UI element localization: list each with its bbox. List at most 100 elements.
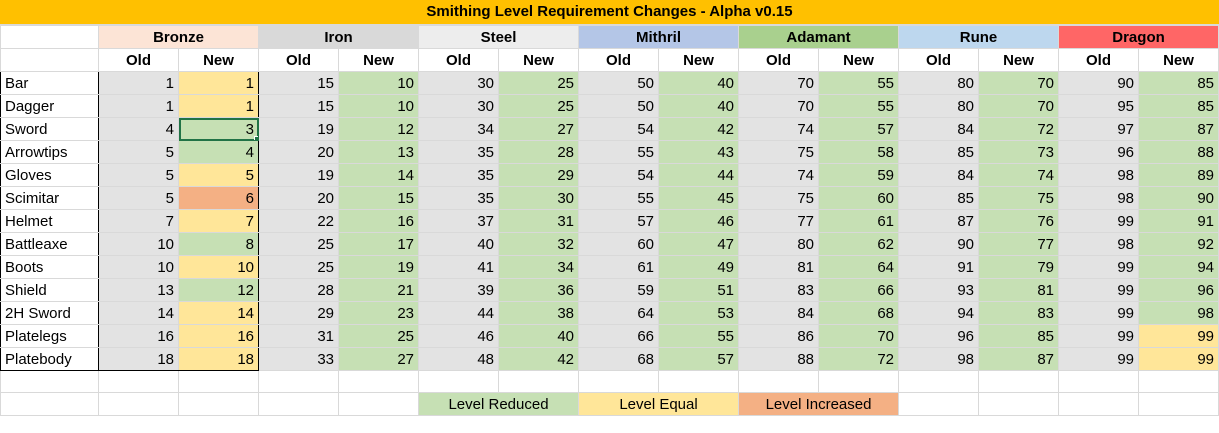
new-level-cell[interactable]: 73 — [978, 140, 1060, 164]
old-level-cell[interactable]: 5 — [98, 163, 179, 187]
old-level-cell[interactable]: 75 — [738, 140, 820, 164]
old-level-cell[interactable]: 75 — [738, 186, 820, 210]
new-level-cell[interactable]: 1 — [178, 71, 259, 95]
item-name-cell[interactable]: 2H Sword — [0, 301, 99, 325]
old-level-cell[interactable]: 97 — [1058, 117, 1140, 141]
new-header[interactable]: New — [497, 48, 580, 72]
new-level-cell[interactable]: 42 — [658, 117, 740, 141]
old-level-cell[interactable]: 50 — [578, 71, 660, 95]
old-level-cell[interactable]: 99 — [1058, 209, 1140, 233]
new-level-cell[interactable]: 87 — [1138, 117, 1219, 141]
empty-cell[interactable] — [0, 370, 99, 393]
new-level-cell[interactable]: 53 — [658, 301, 740, 325]
empty-cell[interactable] — [497, 370, 580, 393]
new-level-cell[interactable]: 4 — [178, 140, 259, 164]
old-level-cell[interactable]: 5 — [98, 140, 179, 164]
legend-level-reduced[interactable]: Level Reduced — [417, 392, 580, 416]
empty-cell[interactable] — [0, 48, 99, 72]
new-level-cell[interactable]: 25 — [497, 71, 580, 95]
new-level-cell[interactable]: 15 — [338, 186, 419, 210]
new-level-cell[interactable]: 1 — [178, 94, 259, 118]
empty-cell[interactable] — [658, 370, 740, 393]
old-level-cell[interactable]: 59 — [578, 278, 660, 302]
new-header[interactable]: New — [818, 48, 900, 72]
old-header[interactable]: Old — [258, 48, 339, 72]
old-level-cell[interactable]: 98 — [1058, 163, 1140, 187]
empty-cell[interactable] — [1138, 370, 1219, 393]
old-level-cell[interactable]: 86 — [738, 324, 820, 348]
new-level-cell[interactable]: 18 — [178, 347, 259, 371]
new-level-cell[interactable]: 25 — [497, 94, 580, 118]
old-header[interactable]: Old — [738, 48, 820, 72]
old-level-cell[interactable]: 84 — [898, 163, 980, 187]
item-name-cell[interactable]: Scimitar — [0, 186, 99, 210]
old-header[interactable]: Old — [898, 48, 980, 72]
new-level-cell[interactable]: 72 — [818, 347, 900, 371]
old-level-cell[interactable]: 46 — [418, 324, 499, 348]
item-name-cell[interactable]: Battleaxe — [0, 232, 99, 256]
item-name-cell[interactable]: Boots — [0, 255, 99, 279]
item-name-cell[interactable]: Helmet — [0, 209, 99, 233]
item-name-cell[interactable]: Platelegs — [0, 324, 99, 348]
empty-cell[interactable] — [1058, 392, 1140, 416]
new-level-cell[interactable]: 92 — [1138, 232, 1219, 256]
old-level-cell[interactable]: 54 — [578, 117, 660, 141]
empty-cell[interactable] — [258, 392, 339, 416]
old-level-cell[interactable]: 25 — [258, 255, 339, 279]
old-level-cell[interactable]: 13 — [98, 278, 179, 302]
old-level-cell[interactable]: 55 — [578, 186, 660, 210]
old-level-cell[interactable]: 4 — [98, 117, 179, 141]
empty-cell[interactable] — [898, 370, 980, 393]
old-level-cell[interactable]: 10 — [98, 255, 179, 279]
new-level-cell[interactable]: 17 — [338, 232, 419, 256]
new-header[interactable]: New — [1138, 48, 1219, 72]
old-header[interactable]: Old — [578, 48, 660, 72]
old-level-cell[interactable]: 64 — [578, 301, 660, 325]
empty-cell[interactable] — [0, 392, 99, 416]
old-level-cell[interactable]: 95 — [1058, 94, 1140, 118]
old-level-cell[interactable]: 1 — [98, 71, 179, 95]
item-name-cell[interactable]: Arrowtips — [0, 140, 99, 164]
new-header[interactable]: New — [658, 48, 740, 72]
old-level-cell[interactable]: 40 — [418, 232, 499, 256]
new-header[interactable]: New — [338, 48, 419, 72]
new-level-cell[interactable]: 55 — [658, 324, 740, 348]
new-level-cell[interactable]: 27 — [497, 117, 580, 141]
new-level-cell[interactable]: 42 — [497, 347, 580, 371]
new-level-cell[interactable]: 74 — [978, 163, 1060, 187]
new-level-cell[interactable]: 23 — [338, 301, 419, 325]
empty-cell[interactable] — [338, 370, 419, 393]
old-level-cell[interactable]: 90 — [1058, 71, 1140, 95]
old-level-cell[interactable]: 91 — [898, 255, 980, 279]
old-level-cell[interactable]: 29 — [258, 301, 339, 325]
new-level-cell[interactable]: 6 — [178, 186, 259, 210]
new-level-cell[interactable]: 55 — [818, 71, 900, 95]
old-level-cell[interactable]: 87 — [898, 209, 980, 233]
new-level-cell[interactable]: 12 — [178, 278, 259, 302]
new-level-cell[interactable]: 16 — [178, 324, 259, 348]
empty-cell[interactable] — [338, 392, 419, 416]
new-level-cell[interactable]: 98 — [1138, 301, 1219, 325]
old-level-cell[interactable]: 99 — [1058, 347, 1140, 371]
empty-cell[interactable] — [818, 370, 900, 393]
empty-cell[interactable] — [978, 370, 1060, 393]
old-level-cell[interactable]: 77 — [738, 209, 820, 233]
new-level-cell[interactable]: 99 — [1138, 324, 1219, 348]
legend-level-equal[interactable]: Level Equal — [578, 392, 740, 416]
old-level-cell[interactable]: 34 — [418, 117, 499, 141]
empty-cell[interactable] — [1138, 392, 1219, 416]
new-level-cell[interactable]: 77 — [978, 232, 1060, 256]
old-level-cell[interactable]: 98 — [898, 347, 980, 371]
material-header-dragon[interactable]: Dragon — [1058, 25, 1219, 49]
old-level-cell[interactable]: 61 — [578, 255, 660, 279]
new-level-cell[interactable]: 12 — [338, 117, 419, 141]
item-name-cell[interactable]: Bar — [0, 71, 99, 95]
old-level-cell[interactable]: 90 — [898, 232, 980, 256]
new-level-cell[interactable]: 85 — [1138, 94, 1219, 118]
old-level-cell[interactable]: 30 — [418, 94, 499, 118]
new-level-cell[interactable]: 36 — [497, 278, 580, 302]
old-level-cell[interactable]: 80 — [898, 94, 980, 118]
material-header-adamant[interactable]: Adamant — [738, 25, 900, 49]
new-level-cell[interactable]: 59 — [818, 163, 900, 187]
new-header[interactable]: New — [978, 48, 1060, 72]
